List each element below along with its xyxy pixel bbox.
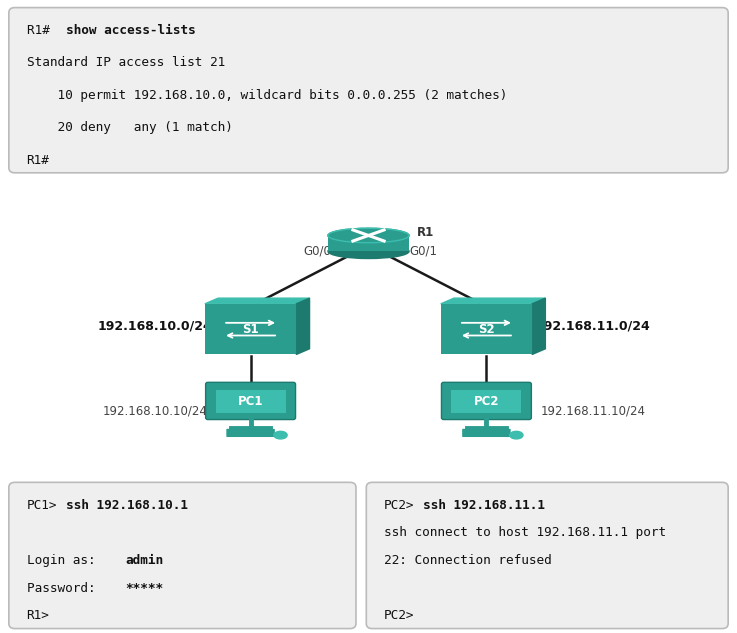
- Text: 22: Connection refused: 22: Connection refused: [384, 554, 552, 567]
- FancyBboxPatch shape: [206, 382, 296, 420]
- Text: 192.168.11.0/24: 192.168.11.0/24: [536, 320, 651, 332]
- FancyBboxPatch shape: [226, 429, 275, 437]
- Text: S1: S1: [242, 323, 259, 335]
- Text: 192.168.11.10/24: 192.168.11.10/24: [541, 405, 646, 418]
- Text: R1: R1: [416, 226, 433, 239]
- Ellipse shape: [328, 244, 409, 258]
- Text: show access-lists: show access-lists: [66, 24, 195, 37]
- Text: PC2: PC2: [474, 396, 499, 408]
- Text: PC1: PC1: [238, 396, 263, 408]
- Text: 192.168.10.0/24: 192.168.10.0/24: [97, 320, 212, 332]
- FancyBboxPatch shape: [441, 304, 532, 354]
- FancyBboxPatch shape: [215, 391, 286, 413]
- Text: admin: admin: [125, 554, 163, 567]
- Polygon shape: [296, 298, 310, 354]
- Polygon shape: [441, 298, 545, 304]
- Text: Password:: Password:: [27, 582, 102, 595]
- Text: 10 permit 192.168.10.0, wildcard bits 0.0.0.255 (2 matches): 10 permit 192.168.10.0, wildcard bits 0.…: [27, 89, 507, 102]
- Polygon shape: [532, 298, 545, 354]
- Text: ssh 192.168.10.1: ssh 192.168.10.1: [66, 499, 188, 511]
- FancyBboxPatch shape: [9, 8, 728, 173]
- FancyBboxPatch shape: [462, 429, 511, 437]
- Text: PC1>: PC1>: [27, 499, 57, 511]
- Text: R1#: R1#: [27, 154, 49, 166]
- FancyBboxPatch shape: [328, 235, 409, 251]
- Text: PC2>: PC2>: [384, 610, 414, 622]
- Text: ssh connect to host 192.168.11.1 port: ssh connect to host 192.168.11.1 port: [384, 526, 666, 539]
- Text: PC2>: PC2>: [384, 499, 414, 511]
- Ellipse shape: [274, 431, 287, 439]
- Text: R1>: R1>: [27, 610, 49, 622]
- Text: Standard IP access list 21: Standard IP access list 21: [27, 56, 225, 70]
- Text: R1#: R1#: [27, 24, 57, 37]
- Text: ssh 192.168.11.1: ssh 192.168.11.1: [423, 499, 545, 511]
- FancyBboxPatch shape: [451, 391, 522, 413]
- Polygon shape: [205, 298, 310, 304]
- Text: *****: *****: [125, 582, 163, 595]
- FancyBboxPatch shape: [441, 382, 531, 420]
- Text: G0/0: G0/0: [303, 245, 331, 258]
- Text: 20 deny   any (1 match): 20 deny any (1 match): [27, 121, 232, 134]
- Text: S2: S2: [478, 323, 495, 335]
- FancyBboxPatch shape: [9, 482, 356, 629]
- Text: 192.168.10.10/24: 192.168.10.10/24: [102, 405, 207, 418]
- Ellipse shape: [510, 431, 523, 439]
- FancyBboxPatch shape: [366, 482, 728, 629]
- FancyBboxPatch shape: [205, 304, 296, 354]
- Text: G0/1: G0/1: [410, 245, 438, 258]
- Text: Login as:: Login as:: [27, 554, 102, 567]
- Ellipse shape: [328, 229, 409, 242]
